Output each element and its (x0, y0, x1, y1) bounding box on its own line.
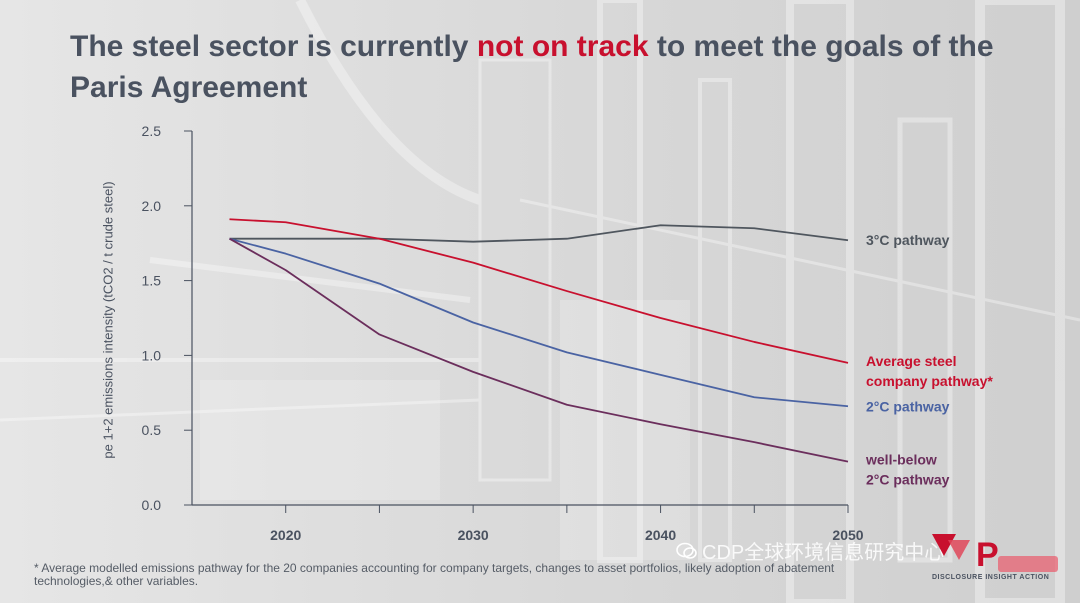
series-labels: 3°C pathway Average steel company pathway*… (865, 232, 993, 487)
y-tick-label: 0.5 (142, 422, 162, 438)
title-highlight: not on track (476, 30, 649, 63)
chart-lines (229, 218, 849, 463)
series-line-average (229, 218, 849, 364)
wechat-icon (676, 542, 697, 559)
series-label-three-c: 3°C pathway (866, 232, 950, 248)
chart-axes: 0.0 0.5 1.0 1.5 2.0 2.5 2020 2030 2040 2050 (142, 123, 864, 543)
x-tick-label: 2050 (832, 527, 863, 543)
x-tick-label: 2020 (270, 527, 301, 543)
title-suffix: to meet the goals of the Paris Agreement (70, 30, 994, 104)
title-prefix: The steel sector is currently (70, 30, 477, 63)
series-line-three-c (229, 224, 849, 243)
series-label-two-c: 2°C pathway (866, 398, 950, 414)
x-tick-label: 2040 (645, 527, 676, 543)
series-line-well-below (229, 237, 849, 463)
y-tick-label: 2.5 (142, 123, 162, 139)
watermark-text: CDP全球环境信息研究中心 (702, 542, 945, 564)
series-line-two-c (229, 237, 849, 408)
x-tick-label: 2030 (458, 527, 489, 543)
series-label-well-below: well-below 2°C pathway (865, 452, 950, 488)
watermark: CDP全球环境信息研究中心 (676, 536, 944, 565)
svg-text:P: P (976, 536, 999, 574)
y-tick-label: 0.0 (142, 497, 162, 513)
logo-tagline: DISCLOSURE INSIGHT ACTION (932, 574, 1050, 581)
y-axis-label: pe 1+2 emissions intensity (tCO2 / t cru… (100, 181, 116, 459)
page-title: The steel sector is currently not on tra… (70, 26, 1050, 108)
cdp-logo-mark: P (932, 534, 1058, 574)
y-tick-label: 2.0 (142, 198, 162, 214)
cdp-logo: P DISCLOSURE INSIGHT ACTION (926, 530, 1066, 594)
y-tick-label: 1.0 (142, 347, 162, 363)
footnote: * Average modelled emissions pathway for… (34, 561, 835, 588)
y-tick-label: 1.5 (142, 273, 162, 289)
series-label-average: Average steel company pathway* (866, 353, 993, 389)
